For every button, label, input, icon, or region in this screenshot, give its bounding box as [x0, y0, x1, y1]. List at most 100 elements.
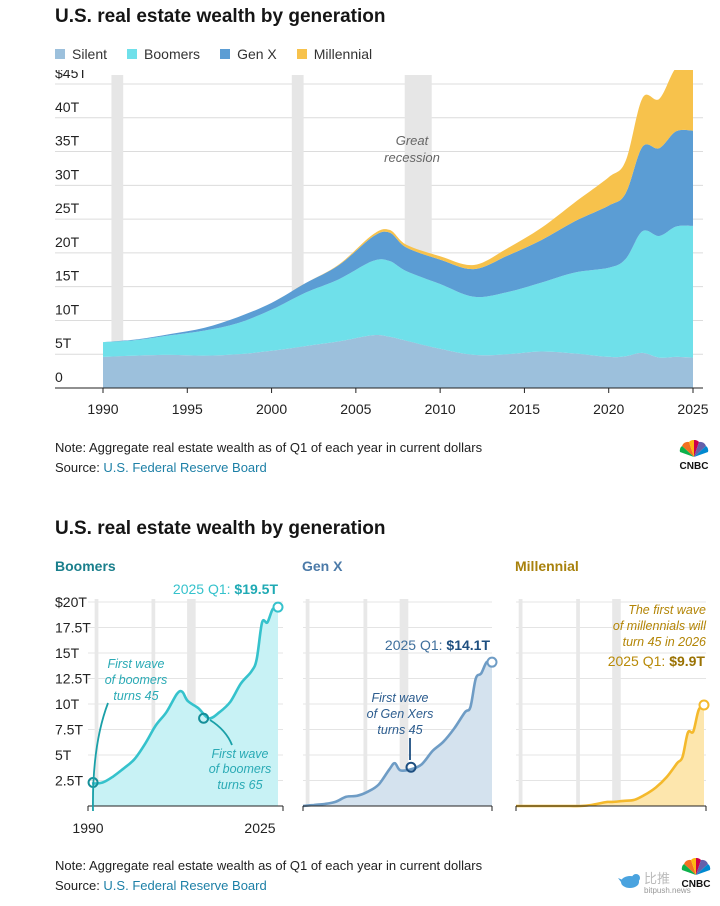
- x-tick-label: 2010: [425, 401, 456, 417]
- y-tick-label: 25T: [55, 200, 80, 216]
- end-marker: [486, 656, 498, 668]
- annotation-recession: recession: [384, 150, 440, 165]
- recession-band-bottom: [151, 599, 156, 806]
- x-tick-label: 2025: [677, 401, 708, 417]
- callout-millennial: 2025 Q1: $9.9T: [608, 653, 706, 669]
- legend-swatch-millennial: [296, 49, 307, 59]
- leader-bw65: [209, 719, 233, 746]
- x-tick-label-bottom: 2025: [244, 820, 275, 836]
- milestone-marker: [198, 712, 210, 724]
- callout-prefix-millennial: 2025 Q1:: [608, 653, 670, 669]
- callout-value-boomers: $19.5T: [234, 581, 278, 597]
- area-silent: [103, 335, 693, 388]
- recession-band-bottom: [399, 599, 409, 806]
- note-gx45-l3: turns 45: [377, 723, 422, 737]
- note-top: Note: Aggregate real estate wealth as of…: [55, 440, 483, 455]
- panel-title-millennial: Millennial: [515, 558, 579, 574]
- x-tick-label: 2005: [340, 401, 371, 417]
- y-tick-label-bottom: 10T: [55, 696, 80, 712]
- note-mil-l1: The first wave: [628, 603, 706, 617]
- y-tick-label-bottom: 5T: [55, 747, 72, 763]
- annotation-great: Great: [396, 133, 430, 148]
- legend-label-genx: Gen X: [237, 46, 277, 62]
- watermark: 比推 bitpush.news: [618, 866, 691, 900]
- stacked-area-chart: 0 5T 10T 15T 20T 25T 30T 35T 40T $45T 1990 1995 2000…: [55, 70, 709, 417]
- milestone-marker: [405, 761, 417, 773]
- chart-title-top: U.S. real estate wealth by generation: [55, 6, 386, 27]
- x-tick-label-bottom: 1990: [72, 820, 103, 836]
- legend-swatch-boomers: [127, 49, 138, 59]
- leader-bw45: [92, 702, 109, 812]
- source-link-top[interactable]: U.S. Federal Reserve Board: [103, 460, 267, 475]
- x-tick-label: 1990: [87, 401, 118, 417]
- bird-icon: [618, 874, 640, 888]
- legend: Silent Boomers Gen X Millennial: [55, 46, 372, 62]
- recession-band-bottom: [612, 599, 621, 806]
- note-bw65-l2: of boomers: [209, 762, 272, 776]
- cnbc-wordmark-top: CNBC: [679, 461, 709, 472]
- y-tick-label: 0: [55, 369, 63, 385]
- note-millennial: The first wave of millennials will turn …: [613, 603, 707, 649]
- source-label-top: Source:: [55, 460, 104, 475]
- y-tick-label: 35T: [55, 133, 80, 149]
- recession-band-bottom: [94, 599, 99, 806]
- note-bw45-l2: of boomers: [105, 673, 168, 687]
- note-genx-45: First wave of Gen Xers turns 45: [367, 691, 434, 737]
- note-boomers-45: First wave of boomers turns 45: [105, 657, 168, 703]
- x-tick-label: 2020: [593, 401, 624, 417]
- y-tick-label-bottom: 15T: [55, 645, 80, 661]
- callout-boomers: 2025 Q1: $19.5T: [173, 581, 279, 597]
- source-bottom: Source: U.S. Federal Reserve Board: [55, 878, 267, 893]
- legend-item-millennial: Millennial: [296, 46, 373, 62]
- y-tick-label-bottom: 2.5T: [55, 773, 83, 789]
- callout-value-genx: $14.1T: [446, 637, 490, 653]
- note-bw65-l3: turns 65: [217, 778, 262, 792]
- y-tick-label-bottom: $20T: [55, 594, 87, 610]
- note-gx45-l2: of Gen Xers: [367, 707, 434, 721]
- note-bw45-l3: turns 45: [113, 689, 158, 703]
- y-tick-label-bottom: 7.5T: [55, 722, 83, 738]
- recession-band-bottom: [518, 599, 523, 806]
- callout-value-millennial: $9.9T: [669, 653, 705, 669]
- area-boomers: [103, 225, 693, 358]
- panel-title-boomers: Boomers: [55, 558, 116, 574]
- callout-genx: 2025 Q1: $14.1T: [385, 637, 491, 653]
- recession-band: [111, 75, 124, 388]
- note-boomers-65: First wave of boomers turns 65: [209, 747, 272, 792]
- callout-prefix-boomers: 2025 Q1:: [173, 581, 235, 597]
- panel-area-millennial: [516, 705, 704, 807]
- y-tick-label-bottom: 17.5T: [55, 620, 91, 636]
- panel-line-boomers: [91, 605, 279, 785]
- end-marker: [272, 601, 284, 613]
- legend-swatch-silent: [55, 49, 65, 59]
- cnbc-wordmark-bottom: CNBC: [681, 879, 711, 890]
- panel-line-gen-x: [302, 660, 493, 808]
- watermark-en: bitpush.news: [644, 886, 691, 895]
- peacock-icon: [679, 439, 709, 457]
- cnbc-logo-top: CNBC: [676, 439, 712, 472]
- recession-band-bottom: [363, 599, 368, 806]
- source-link-bottom[interactable]: U.S. Federal Reserve Board: [103, 878, 267, 893]
- note-bw45-l1: First wave: [108, 657, 165, 671]
- legend-label-silent: Silent: [72, 46, 108, 62]
- source-top: Source: U.S. Federal Reserve Board: [55, 460, 267, 475]
- y-tick-label: 10T: [55, 301, 80, 317]
- cnbc-logo-bottom: CNBC: [678, 857, 714, 890]
- legend-label-boomers: Boomers: [144, 46, 201, 62]
- chart-title-bottom: U.S. real estate wealth by generation: [55, 518, 386, 539]
- y-tick-label: 40T: [55, 99, 80, 115]
- y-tick-label-bottom: 12.5T: [55, 671, 91, 687]
- panel-title-genx: Gen X: [302, 558, 343, 574]
- legend-label-millennial: Millennial: [313, 46, 373, 62]
- y-tick-label: 30T: [55, 166, 80, 182]
- y-tick-label: 20T: [55, 234, 80, 250]
- recession-band: [291, 75, 304, 388]
- legend-swatch-genx: [220, 49, 231, 59]
- recession-band-bottom: [305, 599, 310, 806]
- note-gx45-l1: First wave: [372, 691, 429, 705]
- peacock-icon: [681, 857, 711, 875]
- end-marker: [698, 699, 710, 711]
- note-mil-l3: turn 45 in 2026: [623, 635, 706, 649]
- area-gen-x: [103, 129, 693, 343]
- x-tick-label: 2000: [256, 401, 287, 417]
